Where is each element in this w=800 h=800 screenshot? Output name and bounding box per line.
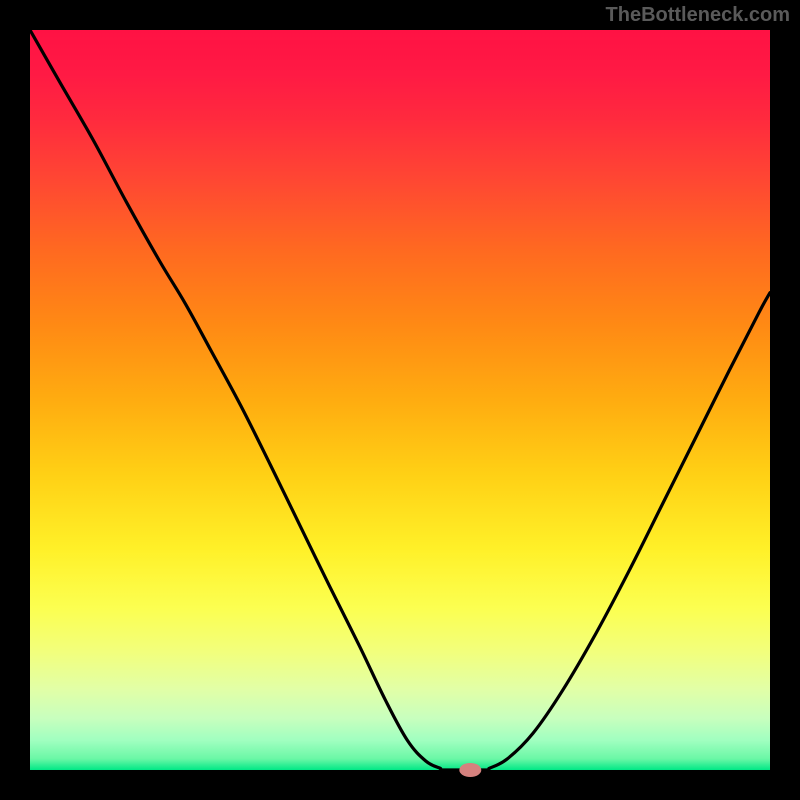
bottleneck-curve-chart <box>0 0 800 800</box>
chart-container: TheBottleneck.com <box>0 0 800 800</box>
optimal-point-marker <box>459 763 481 777</box>
plot-background <box>30 30 770 770</box>
watermark-text: TheBottleneck.com <box>606 4 790 27</box>
